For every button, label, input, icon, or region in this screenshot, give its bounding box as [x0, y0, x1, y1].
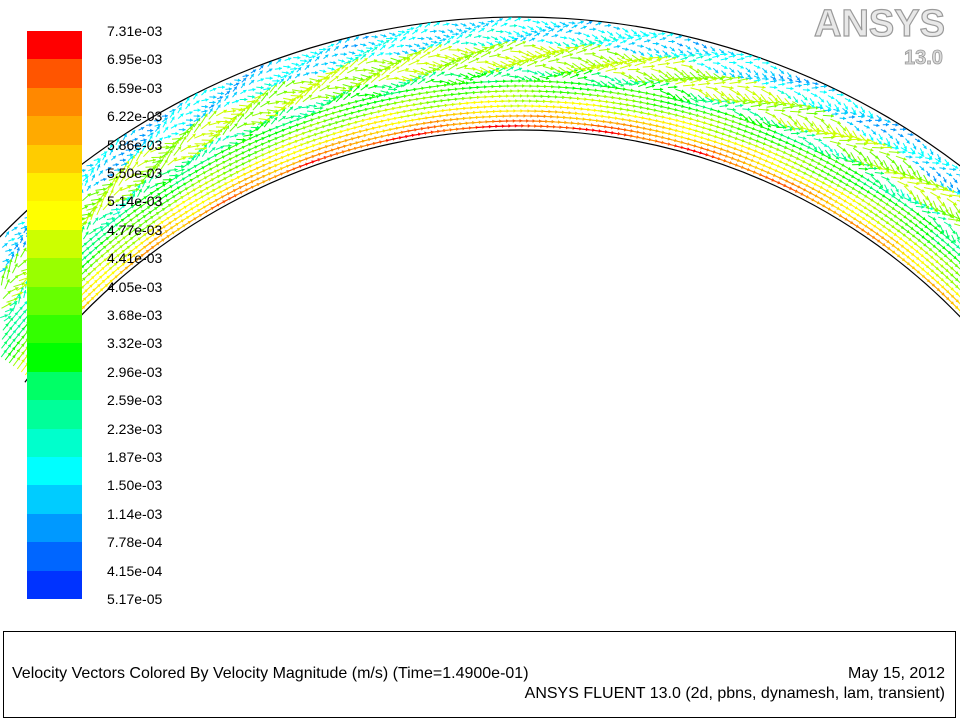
velocity-vector-head: [292, 90, 296, 95]
velocity-vector: [954, 223, 960, 227]
velocity-vector-head: [874, 166, 878, 171]
velocity-vector-head: [252, 122, 256, 126]
velocity-vector-head: [674, 85, 678, 89]
velocity-vector-head: [210, 131, 214, 136]
velocity-vector: [954, 264, 960, 270]
velocity-vector-head: [782, 108, 786, 113]
velocity-vector-head: [880, 171, 884, 175]
velocity-vector-head: [6, 268, 11, 273]
velocity-vector: [957, 307, 960, 312]
velocity-vector-head: [309, 80, 313, 84]
velocity-vector-head: [325, 95, 330, 100]
velocity-vector-head: [837, 141, 841, 146]
velocity-vector: [954, 257, 960, 263]
velocity-vector-head: [109, 211, 114, 216]
velocity-vector-head: [812, 133, 816, 138]
velocity-vector-head: [814, 111, 818, 116]
velocity-vector-head: [660, 87, 664, 92]
velocity-vector-head: [766, 108, 770, 112]
velocity-vector-head: [796, 131, 800, 136]
velocity-vector: [955, 278, 960, 284]
velocity-vector-head: [22, 310, 27, 314]
velocity-vector-head: [932, 187, 936, 192]
velocity-vector-head: [747, 107, 751, 112]
velocity-vector-head: [402, 78, 406, 82]
outer-wall: [0, 16, 960, 238]
velocity-vector-head: [865, 167, 869, 171]
velocity-vector-head: [818, 138, 822, 142]
velocity-vector-head: [306, 105, 310, 109]
velocity-vector-head: [651, 64, 655, 69]
velocity-vector-head: [371, 68, 375, 73]
velocity-vector-head: [691, 83, 696, 87]
velocity-vector-head: [798, 110, 802, 114]
velocity-vector-head: [234, 134, 238, 138]
velocity-vector-head: [242, 132, 246, 136]
velocity-vector-head: [870, 148, 874, 152]
velocity-vector-head: [613, 67, 618, 71]
velocity-vector-head: [597, 71, 601, 76]
velocity-vector-head: [762, 85, 766, 90]
velocity-vector-head: [320, 106, 324, 110]
vector-plot: [0, 16, 960, 383]
velocity-vector-head: [802, 136, 807, 140]
velocity-vector-head: [942, 216, 947, 221]
velocity-vector-head: [805, 129, 809, 134]
velocity-vector-head: [636, 67, 640, 72]
velocity-vector-head: [732, 107, 736, 112]
velocity-vector: [954, 284, 960, 291]
velocity-vector-head: [393, 87, 397, 92]
velocity-vector-head: [16, 247, 21, 251]
velocity-vector-head: [267, 111, 271, 115]
velocity-vector-head: [181, 168, 185, 172]
velocity-vector: [954, 291, 960, 298]
velocity-vector-head: [702, 105, 707, 109]
velocity-vector-head: [298, 114, 302, 119]
inner-wall: [24, 129, 960, 383]
velocity-vector-head: [927, 210, 931, 214]
velocity-vector-head: [606, 47, 611, 52]
velocity-vector-head: [823, 109, 827, 113]
velocity-vector-head: [651, 84, 656, 88]
velocity-vector-head: [18, 315, 22, 320]
velocity-vector-head: [232, 109, 236, 113]
velocity-vector-head: [556, 58, 560, 62]
velocity-vector-head: [853, 144, 858, 149]
